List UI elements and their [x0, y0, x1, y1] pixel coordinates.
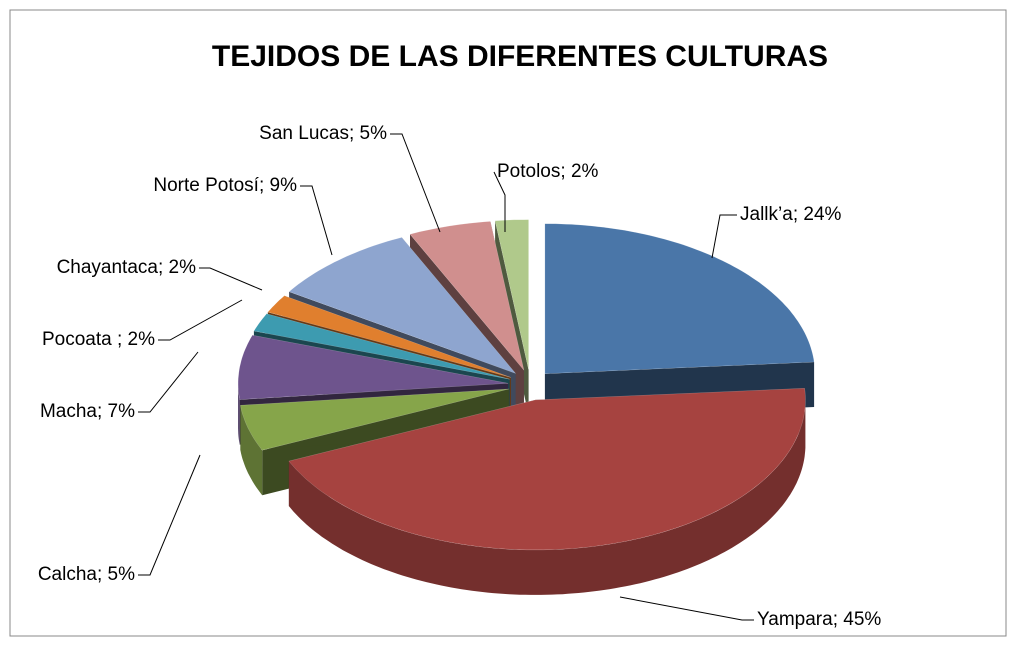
slice — [253, 313, 510, 380]
leader-line — [158, 299, 243, 341]
slice — [288, 388, 806, 551]
label-value: 9% — [270, 175, 298, 196]
label-category: Norte Potosí — [153, 175, 259, 196]
label-value: 5% — [360, 123, 388, 144]
data-label: Jallk’a; 24% — [740, 204, 842, 225]
label-category: Potolos — [497, 161, 560, 182]
label-separator: ; — [349, 123, 360, 144]
leader-line — [138, 351, 199, 413]
slice — [288, 237, 517, 374]
data-label: Chayantaca; 2% — [57, 257, 197, 278]
label-value: 2% — [169, 257, 197, 278]
slice-wall — [238, 383, 240, 445]
label-separator: ; — [97, 401, 108, 422]
data-label: Norte Potosí; 9% — [153, 175, 297, 196]
leader-line — [493, 171, 506, 232]
leader-line — [138, 454, 201, 576]
leader-line — [300, 185, 333, 256]
label-category: Chayantaca — [57, 257, 159, 278]
slice — [240, 388, 509, 451]
label-separator: ; — [97, 564, 108, 585]
labels: Jallk’a; 24% Yampara; 45% Calcha; 5% Macha;… — [38, 123, 882, 630]
label-value: 5% — [108, 564, 136, 585]
pie — [237, 219, 815, 595]
data-label: Pocoata ; 2% — [42, 329, 155, 350]
label-separator: ; — [793, 204, 804, 225]
label-category: Pocoata — [42, 329, 117, 350]
data-label: San Lucas; 5% — [259, 123, 387, 144]
slice-wall — [288, 399, 806, 595]
slice — [267, 295, 511, 378]
data-label: Calcha; 5% — [38, 564, 135, 585]
label-category: Yampara — [757, 609, 833, 630]
label-value: 45% — [843, 609, 881, 630]
leader-line — [390, 133, 441, 233]
label-value: 2% — [128, 329, 156, 350]
slice — [494, 219, 529, 370]
label-value: 7% — [108, 401, 136, 422]
label-separator: ; — [259, 175, 270, 196]
leader-line — [199, 267, 263, 291]
label-category: Macha — [40, 401, 97, 422]
label-separator: ; — [117, 329, 128, 350]
label-category: San Lucas — [259, 123, 349, 144]
chart-title: TEJIDOS DE LAS DIFERENTES CULTURAS — [212, 40, 828, 73]
label-value: 24% — [803, 204, 841, 225]
data-label: Yampara; 45% — [757, 609, 881, 630]
slice — [544, 223, 815, 374]
data-label: Potolos; 2% — [497, 161, 599, 182]
label-separator: ; — [560, 161, 571, 182]
data-label: Macha; 7% — [40, 401, 135, 422]
slice — [237, 334, 509, 400]
label-separator: ; — [158, 257, 169, 278]
label-value: 2% — [571, 161, 599, 182]
label-category: Calcha — [38, 564, 98, 585]
label-separator: ; — [833, 609, 844, 630]
label-category: Jallk’a — [740, 204, 793, 225]
slice-wall — [240, 405, 263, 496]
leader-line — [619, 596, 754, 621]
leader-line — [711, 214, 737, 259]
slice — [409, 221, 525, 371]
